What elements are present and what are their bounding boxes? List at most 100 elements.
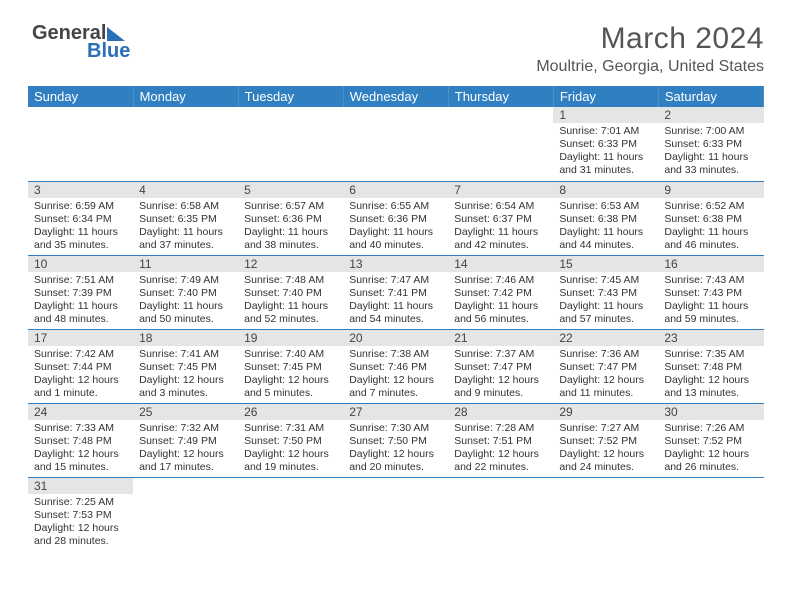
col-monday: Monday <box>133 86 238 107</box>
day-number: 4 <box>133 182 238 198</box>
calendar-cell: 22Sunrise: 7:36 AMSunset: 7:47 PMDayligh… <box>553 329 658 403</box>
calendar-cell: 7Sunrise: 6:54 AMSunset: 6:37 PMDaylight… <box>448 181 553 255</box>
day-number: 5 <box>238 182 343 198</box>
day-number: 21 <box>448 330 553 346</box>
day-info: Sunrise: 6:59 AMSunset: 6:34 PMDaylight:… <box>28 198 133 255</box>
day-info: Sunrise: 7:28 AMSunset: 7:51 PMDaylight:… <box>448 420 553 477</box>
calendar-cell: 2Sunrise: 7:00 AMSunset: 6:33 PMDaylight… <box>658 107 763 181</box>
page-title: March 2024 <box>28 22 764 56</box>
day-number: 24 <box>28 404 133 420</box>
calendar-row: 31Sunrise: 7:25 AMSunset: 7:53 PMDayligh… <box>28 477 764 551</box>
day-number: 6 <box>343 182 448 198</box>
day-info: Sunrise: 7:38 AMSunset: 7:46 PMDaylight:… <box>343 346 448 403</box>
calendar-cell: 19Sunrise: 7:40 AMSunset: 7:45 PMDayligh… <box>238 329 343 403</box>
calendar-cell: 10Sunrise: 7:51 AMSunset: 7:39 PMDayligh… <box>28 255 133 329</box>
calendar-cell <box>28 107 133 181</box>
day-info: Sunrise: 7:31 AMSunset: 7:50 PMDaylight:… <box>238 420 343 477</box>
day-number: 8 <box>553 182 658 198</box>
day-info: Sunrise: 7:27 AMSunset: 7:52 PMDaylight:… <box>553 420 658 477</box>
day-number: 29 <box>553 404 658 420</box>
day-info: Sunrise: 7:00 AMSunset: 6:33 PMDaylight:… <box>658 123 763 180</box>
calendar-cell: 8Sunrise: 6:53 AMSunset: 6:38 PMDaylight… <box>553 181 658 255</box>
day-number: 28 <box>448 404 553 420</box>
calendar-cell <box>133 477 238 551</box>
day-number: 27 <box>343 404 448 420</box>
day-number: 19 <box>238 330 343 346</box>
col-tuesday: Tuesday <box>238 86 343 107</box>
day-info: Sunrise: 7:49 AMSunset: 7:40 PMDaylight:… <box>133 272 238 329</box>
day-info: Sunrise: 7:46 AMSunset: 7:42 PMDaylight:… <box>448 272 553 329</box>
day-number: 2 <box>658 107 763 123</box>
col-saturday: Saturday <box>658 86 763 107</box>
calendar-cell: 12Sunrise: 7:48 AMSunset: 7:40 PMDayligh… <box>238 255 343 329</box>
day-number: 10 <box>28 256 133 272</box>
day-info: Sunrise: 7:32 AMSunset: 7:49 PMDaylight:… <box>133 420 238 477</box>
header: March 2024 Moultrie, Georgia, United Sta… <box>28 22 764 76</box>
calendar-cell: 30Sunrise: 7:26 AMSunset: 7:52 PMDayligh… <box>658 403 763 477</box>
calendar-cell: 21Sunrise: 7:37 AMSunset: 7:47 PMDayligh… <box>448 329 553 403</box>
day-info: Sunrise: 7:43 AMSunset: 7:43 PMDaylight:… <box>658 272 763 329</box>
day-info: Sunrise: 7:47 AMSunset: 7:41 PMDaylight:… <box>343 272 448 329</box>
day-number: 17 <box>28 330 133 346</box>
calendar-cell: 20Sunrise: 7:38 AMSunset: 7:46 PMDayligh… <box>343 329 448 403</box>
header-row: Sunday Monday Tuesday Wednesday Thursday… <box>28 86 764 107</box>
calendar-cell <box>658 477 763 551</box>
calendar-cell: 16Sunrise: 7:43 AMSunset: 7:43 PMDayligh… <box>658 255 763 329</box>
calendar-row: 17Sunrise: 7:42 AMSunset: 7:44 PMDayligh… <box>28 329 764 403</box>
day-number: 25 <box>133 404 238 420</box>
day-number: 30 <box>658 404 763 420</box>
day-number: 14 <box>448 256 553 272</box>
day-number: 11 <box>133 256 238 272</box>
day-info: Sunrise: 7:42 AMSunset: 7:44 PMDaylight:… <box>28 346 133 403</box>
calendar-row: 10Sunrise: 7:51 AMSunset: 7:39 PMDayligh… <box>28 255 764 329</box>
day-info: Sunrise: 7:25 AMSunset: 7:53 PMDaylight:… <box>28 494 133 551</box>
calendar-cell: 29Sunrise: 7:27 AMSunset: 7:52 PMDayligh… <box>553 403 658 477</box>
calendar-cell: 31Sunrise: 7:25 AMSunset: 7:53 PMDayligh… <box>28 477 133 551</box>
day-info: Sunrise: 7:26 AMSunset: 7:52 PMDaylight:… <box>658 420 763 477</box>
logo-triangle-icon <box>107 27 125 41</box>
col-friday: Friday <box>553 86 658 107</box>
day-info: Sunrise: 7:33 AMSunset: 7:48 PMDaylight:… <box>28 420 133 477</box>
calendar-cell: 27Sunrise: 7:30 AMSunset: 7:50 PMDayligh… <box>343 403 448 477</box>
logo-sub: Blue <box>87 40 130 63</box>
logo-text-blue: Blue <box>87 40 130 63</box>
day-number: 31 <box>28 478 133 494</box>
calendar-cell: 23Sunrise: 7:35 AMSunset: 7:48 PMDayligh… <box>658 329 763 403</box>
day-number: 23 <box>658 330 763 346</box>
calendar-cell: 18Sunrise: 7:41 AMSunset: 7:45 PMDayligh… <box>133 329 238 403</box>
calendar-row: 1Sunrise: 7:01 AMSunset: 6:33 PMDaylight… <box>28 107 764 181</box>
day-info: Sunrise: 6:58 AMSunset: 6:35 PMDaylight:… <box>133 198 238 255</box>
day-info: Sunrise: 6:54 AMSunset: 6:37 PMDaylight:… <box>448 198 553 255</box>
day-info: Sunrise: 7:30 AMSunset: 7:50 PMDaylight:… <box>343 420 448 477</box>
day-number: 18 <box>133 330 238 346</box>
calendar-cell: 4Sunrise: 6:58 AMSunset: 6:35 PMDaylight… <box>133 181 238 255</box>
day-info: Sunrise: 7:45 AMSunset: 7:43 PMDaylight:… <box>553 272 658 329</box>
day-info: Sunrise: 7:40 AMSunset: 7:45 PMDaylight:… <box>238 346 343 403</box>
calendar-cell <box>238 107 343 181</box>
calendar-cell: 5Sunrise: 6:57 AMSunset: 6:36 PMDaylight… <box>238 181 343 255</box>
calendar-cell <box>553 477 658 551</box>
day-info: Sunrise: 7:35 AMSunset: 7:48 PMDaylight:… <box>658 346 763 403</box>
day-number: 1 <box>553 107 658 123</box>
col-wednesday: Wednesday <box>343 86 448 107</box>
calendar-cell: 25Sunrise: 7:32 AMSunset: 7:49 PMDayligh… <box>133 403 238 477</box>
calendar-cell <box>133 107 238 181</box>
day-info: Sunrise: 7:41 AMSunset: 7:45 PMDaylight:… <box>133 346 238 403</box>
day-info: Sunrise: 7:37 AMSunset: 7:47 PMDaylight:… <box>448 346 553 403</box>
calendar-cell: 6Sunrise: 6:55 AMSunset: 6:36 PMDaylight… <box>343 181 448 255</box>
day-info: Sunrise: 7:36 AMSunset: 7:47 PMDaylight:… <box>553 346 658 403</box>
day-number: 15 <box>553 256 658 272</box>
calendar-cell: 28Sunrise: 7:28 AMSunset: 7:51 PMDayligh… <box>448 403 553 477</box>
col-thursday: Thursday <box>448 86 553 107</box>
calendar-table: Sunday Monday Tuesday Wednesday Thursday… <box>28 86 764 551</box>
calendar-row: 24Sunrise: 7:33 AMSunset: 7:48 PMDayligh… <box>28 403 764 477</box>
location: Moultrie, Georgia, United States <box>28 58 764 76</box>
calendar-cell <box>343 477 448 551</box>
day-number: 9 <box>658 182 763 198</box>
calendar-cell: 9Sunrise: 6:52 AMSunset: 6:38 PMDaylight… <box>658 181 763 255</box>
calendar-row: 3Sunrise: 6:59 AMSunset: 6:34 PMDaylight… <box>28 181 764 255</box>
calendar-cell: 11Sunrise: 7:49 AMSunset: 7:40 PMDayligh… <box>133 255 238 329</box>
day-info: Sunrise: 6:52 AMSunset: 6:38 PMDaylight:… <box>658 198 763 255</box>
day-info: Sunrise: 6:55 AMSunset: 6:36 PMDaylight:… <box>343 198 448 255</box>
day-number: 16 <box>658 256 763 272</box>
